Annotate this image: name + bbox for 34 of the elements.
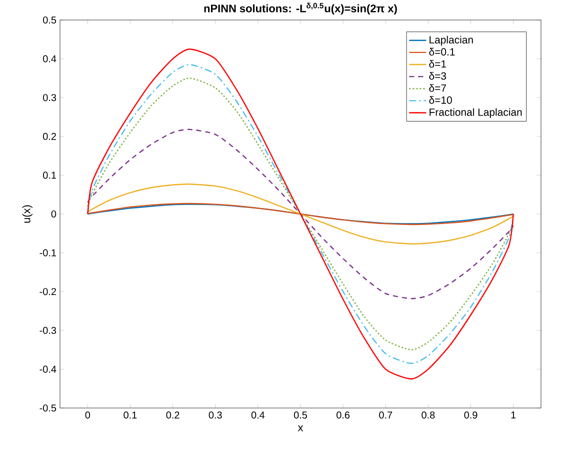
y-tick-label: -0.5 bbox=[40, 404, 56, 412]
x-tick-label: 0.4 bbox=[251, 412, 265, 419]
x-tick-label: 0.5 bbox=[294, 412, 308, 419]
x-tick-label: 0 bbox=[85, 412, 90, 419]
line-series bbox=[87, 128, 514, 300]
legend-label: δ=10 bbox=[429, 96, 452, 104]
y-tick-label: 0.3 bbox=[43, 94, 56, 102]
x-tick-label: 0.6 bbox=[336, 412, 350, 419]
y-tick-label: -0.3 bbox=[40, 326, 56, 334]
legend-label: δ=7 bbox=[429, 84, 446, 92]
legend-label: Laplacian bbox=[430, 36, 473, 46]
x-tick-label: 0.8 bbox=[422, 412, 435, 419]
x-tick-label: 0.7 bbox=[379, 412, 392, 419]
legend-label: Fractional Laplacian bbox=[430, 108, 522, 118]
x-tick-label: 0.2 bbox=[166, 412, 180, 419]
y-tick-label: 0.1 bbox=[43, 172, 56, 179]
y-tick-label: 0.4 bbox=[43, 55, 56, 62]
y-tick-label: -0.1 bbox=[40, 249, 56, 256]
legend-label: δ=3 bbox=[429, 72, 446, 80]
y-tick-label: 0.5 bbox=[43, 16, 56, 24]
y-tick-label: -0.4 bbox=[40, 366, 56, 373]
chart-title: nPINN solutions: -L$^{δ,0.5}$u(x)=sin(2π x) bbox=[204, 2, 397, 14]
y-axis-title: u(x) bbox=[22, 205, 32, 223]
y-tick-label: -0.2 bbox=[40, 288, 56, 296]
x-tick-label: 0.1 bbox=[124, 412, 137, 419]
y-tick-label: 0 bbox=[51, 210, 56, 218]
line-series bbox=[87, 184, 514, 244]
x-tick-label: 0.3 bbox=[208, 412, 222, 419]
y-tick-label: 0.2 bbox=[43, 132, 56, 140]
x-tick-label: 1 bbox=[511, 412, 516, 418]
x-axis-title: x bbox=[298, 425, 304, 432]
x-tick-label: 0.9 bbox=[464, 412, 478, 419]
legend-label: δ=0.1 bbox=[429, 48, 455, 56]
legend-label: δ=1 bbox=[429, 60, 446, 68]
